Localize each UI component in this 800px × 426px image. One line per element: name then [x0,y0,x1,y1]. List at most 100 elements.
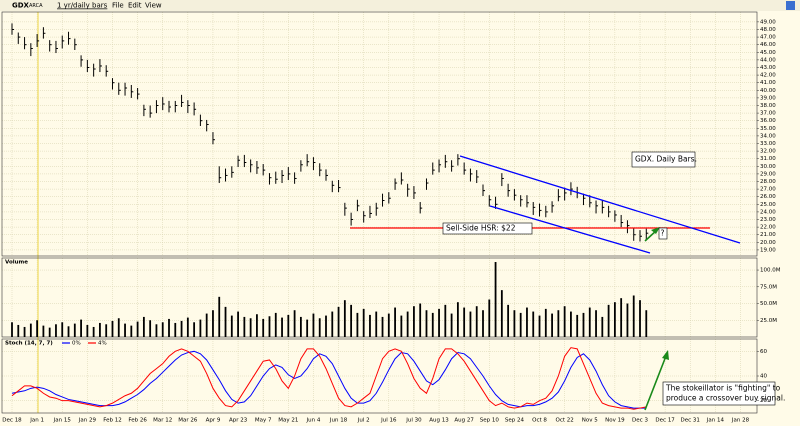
volume-bar [369,314,371,337]
grid [2,12,757,413]
panel-title: Stoch (14, 7, 7) [5,341,53,347]
arrow-head [662,350,669,360]
volume-bar [287,314,290,337]
menu-item[interactable]: File [112,2,124,10]
y-tick-label: 21.00 [760,232,776,238]
volume-bar [381,316,384,337]
x-tick-label: Aug 27 [454,418,474,424]
y-tick-label: 22.00 [760,225,776,231]
x-tick-label: Jan 1 [29,418,44,424]
volume-bar [256,314,258,337]
x-tick-label: Aug 13 [429,418,449,424]
volume-bar [482,310,484,337]
x-tick-label: Jan 15 [53,418,72,424]
volume-bar [406,311,409,337]
y-tick-label: 50.0M [760,301,777,307]
volume-bar [356,312,359,337]
volume-bar [325,315,327,337]
volume-bar [161,322,164,337]
volume-bar [343,300,346,337]
channel-lower [489,205,651,254]
x-tick-label: Jul 16 [380,418,397,424]
volume-bar [268,316,271,337]
x-tick-label: Oct 8 [532,418,547,424]
volume-bar [532,311,535,337]
x-tick-label: Jul 2 [357,418,370,424]
y-tick-label: 26.00 [760,194,776,200]
volume-bar [394,307,396,337]
volume-bar [601,316,604,337]
volume-bar [117,318,120,337]
y-tick-label: 24.00 [760,209,776,215]
legend-label: 0% [72,341,81,347]
arrow [644,355,667,411]
window-button[interactable] [786,1,795,10]
title-bar [0,0,800,11]
volume-bar [55,324,57,337]
y-tick-label: 43.00 [760,65,776,71]
volume-bar [419,303,422,337]
volume-bar [205,313,208,337]
x-tick-label: Feb 12 [103,418,122,424]
volume-bar [425,310,428,337]
symbol: GDX [12,2,30,10]
volume-bar [526,307,528,337]
volume-bar [230,315,233,337]
annotation-box [442,222,533,235]
volume-bar [413,306,415,337]
volume-bar [570,311,572,337]
volume-bar [494,262,497,337]
x-tick-label: Apr 23 [229,418,248,424]
x-tick-label: Dec 17 [655,418,675,424]
legend-label: 4% [98,341,107,347]
y-tick-label: 37.00 [760,111,776,117]
volume-bar [519,312,522,337]
y-tick-label: 38.00 [760,103,776,109]
menu-item[interactable]: View [145,2,162,10]
volume-bar [155,324,158,337]
volume-bar [312,313,315,337]
x-tick-label: Jun 18 [329,418,348,424]
y-tick-label: 41.00 [760,80,776,86]
volume-bar [249,318,252,337]
x-tick-label: Jan 29 [78,418,97,424]
y-tick-label: 25.00 [760,202,776,208]
volume-bar [212,310,214,337]
volume-bar [174,322,177,337]
volume-bar [11,322,13,337]
period[interactable]: 1 yr/daily bars [57,2,108,10]
annotation: The stokeillator is "fighting" to [665,384,781,393]
x-tick-label: Dec 3 [632,418,648,424]
y-tick-label: 31.00 [760,156,776,162]
volume-bar [262,318,265,337]
volume-bar [124,323,126,337]
volume-bar [306,319,309,337]
y-tick-label: 46.00 [760,42,776,48]
arrow-head [651,227,660,234]
x-tick-label: Sep 24 [505,418,525,424]
volume-bar [293,310,296,337]
volume-bar [48,327,51,337]
volume-bar [168,318,170,337]
volume-bar [620,298,623,337]
volume-bar [488,299,491,337]
x-tick-label: Jul 30 [405,418,422,424]
x-tick-label: Sep 10 [480,418,500,424]
x-tick-label: Jan 14 [706,418,725,424]
volume-bar [645,310,648,337]
x-tick-label: Feb 26 [128,418,147,424]
channel-upper [459,155,741,244]
volume-bar [186,317,189,337]
volume-bar [337,306,340,337]
volume-bar [243,316,246,337]
stoch-line [11,347,647,410]
volume-bar [29,323,32,337]
x-tick-label: Oct 22 [556,418,574,424]
volume-bar [613,302,616,337]
y-tick-label: 25.0M [760,318,777,324]
x-tick-label: May 7 [255,418,272,424]
menu-item[interactable]: Edit [128,2,142,10]
x-tick-label: Jun 4 [306,418,321,424]
volume-bar [632,295,635,337]
